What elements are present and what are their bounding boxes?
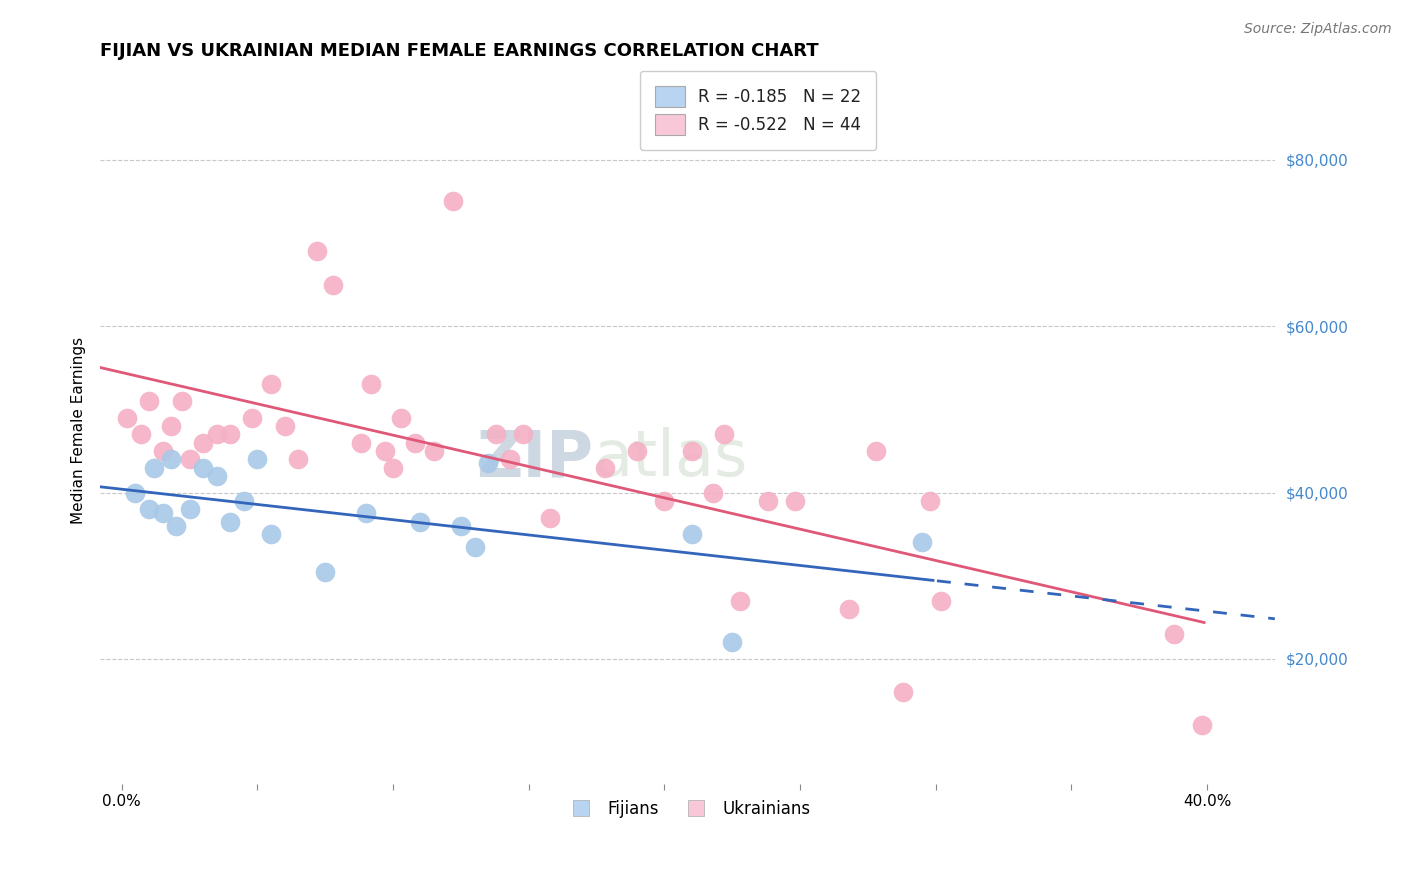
- Point: [721, 635, 744, 649]
- Point: [246, 452, 269, 467]
- Point: [702, 485, 724, 500]
- Point: [219, 515, 242, 529]
- Point: [450, 519, 472, 533]
- Point: [713, 427, 735, 442]
- Point: [374, 444, 396, 458]
- Point: [179, 502, 201, 516]
- Point: [540, 510, 562, 524]
- Point: [499, 452, 522, 467]
- Point: [143, 460, 166, 475]
- Point: [232, 494, 254, 508]
- Point: [783, 494, 806, 508]
- Point: [626, 444, 648, 458]
- Y-axis label: Median Female Earnings: Median Female Earnings: [72, 336, 86, 524]
- Point: [423, 444, 446, 458]
- Point: [314, 565, 336, 579]
- Point: [193, 435, 215, 450]
- Text: atlas: atlas: [593, 427, 748, 490]
- Point: [152, 507, 174, 521]
- Point: [865, 444, 887, 458]
- Point: [463, 540, 485, 554]
- Text: FIJIAN VS UKRAINIAN MEDIAN FEMALE EARNINGS CORRELATION CHART: FIJIAN VS UKRAINIAN MEDIAN FEMALE EARNIN…: [100, 42, 818, 60]
- Point: [409, 515, 432, 529]
- Text: Source: ZipAtlas.com: Source: ZipAtlas.com: [1244, 22, 1392, 37]
- Point: [240, 410, 263, 425]
- Point: [891, 685, 914, 699]
- Point: [129, 427, 152, 442]
- Point: [179, 452, 201, 467]
- Point: [929, 593, 952, 607]
- Point: [219, 427, 242, 442]
- Point: [307, 244, 329, 259]
- Point: [730, 593, 752, 607]
- Point: [920, 494, 942, 508]
- Point: [485, 427, 508, 442]
- Point: [838, 602, 860, 616]
- Point: [911, 535, 934, 549]
- Point: [138, 502, 160, 516]
- Point: [159, 452, 181, 467]
- Point: [1163, 627, 1185, 641]
- Point: [1191, 718, 1213, 732]
- Point: [681, 444, 703, 458]
- Point: [124, 485, 146, 500]
- Point: [441, 194, 464, 209]
- Point: [322, 277, 344, 292]
- Point: [205, 427, 228, 442]
- Point: [273, 419, 295, 434]
- Point: [193, 460, 215, 475]
- Point: [287, 452, 309, 467]
- Text: ZIP: ZIP: [477, 427, 593, 490]
- Point: [354, 507, 377, 521]
- Point: [138, 394, 160, 409]
- Legend: Fijians, Ukrainians: Fijians, Ukrainians: [558, 794, 817, 825]
- Point: [260, 527, 283, 541]
- Point: [152, 444, 174, 458]
- Point: [681, 527, 703, 541]
- Point: [165, 519, 187, 533]
- Point: [512, 427, 534, 442]
- Point: [593, 460, 616, 475]
- Point: [389, 410, 412, 425]
- Point: [205, 469, 228, 483]
- Point: [260, 377, 283, 392]
- Point: [477, 457, 499, 471]
- Point: [159, 419, 181, 434]
- Point: [170, 394, 193, 409]
- Point: [349, 435, 371, 450]
- Point: [117, 410, 139, 425]
- Point: [382, 460, 405, 475]
- Point: [654, 494, 676, 508]
- Point: [756, 494, 779, 508]
- Point: [360, 377, 382, 392]
- Point: [404, 435, 426, 450]
